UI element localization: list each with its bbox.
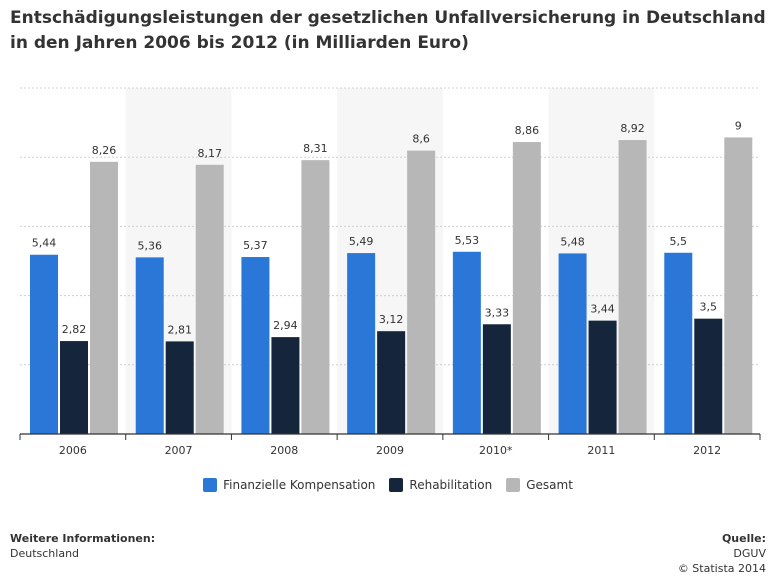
source-info: Quelle: DGUV © Statista 2014: [678, 531, 766, 576]
value-label-finanzielle-2008: 5,37: [243, 239, 268, 252]
value-label-finanzielle-2009: 5,49: [349, 235, 374, 248]
bar-gesamt-2010*: [513, 142, 541, 434]
x-tick-label-2007: 2007: [165, 444, 193, 457]
bar-rehabilitation-2009: [377, 331, 405, 434]
bar-gesamt-2008: [301, 160, 329, 434]
legend: Finanzielle Kompensation Rehabilitation …: [0, 478, 776, 492]
bar-finanzielle-2007: [136, 257, 164, 434]
legend-label-gesamt: Gesamt: [526, 478, 573, 492]
value-label-finanzielle-2011: 5,48: [560, 235, 585, 248]
bar-rehabilitation-2010*: [483, 324, 511, 434]
legend-swatch-rehabilitation: [389, 478, 403, 492]
value-label-finanzielle-2010*: 5,53: [455, 234, 480, 247]
bar-finanzielle-2012: [664, 253, 692, 434]
x-tick-label-2006: 2006: [59, 444, 87, 457]
legend-swatch-gesamt: [506, 478, 520, 492]
value-label-rehabilitation-2012: 3,5: [700, 301, 718, 314]
source-text[interactable]: DGUV: [678, 546, 766, 561]
value-label-gesamt-2006: 8,26: [92, 144, 117, 157]
bar-rehabilitation-2011: [589, 321, 617, 434]
bar-finanzielle-2008: [241, 257, 269, 434]
bar-gesamt-2006: [90, 162, 118, 434]
value-label-rehabilitation-2008: 2,94: [273, 319, 298, 332]
legend-label-finanzielle: Finanzielle Kompensation: [223, 478, 375, 492]
value-label-rehabilitation-2011: 3,44: [590, 303, 615, 316]
bar-finanzielle-2010*: [453, 252, 481, 434]
more-info: Weitere Informationen: Deutschland: [10, 531, 155, 561]
bar-rehabilitation-2007: [166, 341, 194, 434]
x-tick-label-2012: 2012: [693, 444, 721, 457]
value-label-rehabilitation-2006: 2,82: [62, 323, 87, 336]
x-tick-label-2010*: 2010*: [479, 444, 513, 457]
legend-item-gesamt[interactable]: Gesamt: [506, 478, 573, 492]
bar-gesamt-2011: [619, 140, 647, 434]
bar-gesamt-2009: [407, 151, 435, 434]
value-label-gesamt-2009: 8,6: [412, 133, 430, 146]
x-tick-label-2008: 2008: [270, 444, 298, 457]
value-label-rehabilitation-2007: 2,81: [167, 323, 192, 336]
value-label-rehabilitation-2009: 3,12: [379, 313, 404, 326]
value-label-finanzielle-2012: 5,5: [670, 235, 688, 248]
bar-finanzielle-2006: [30, 255, 58, 434]
bar-rehabilitation-2008: [271, 337, 299, 434]
more-info-heading[interactable]: Weitere Informationen:: [10, 531, 155, 546]
value-label-rehabilitation-2010*: 3,33: [485, 306, 510, 319]
bar-gesamt-2012: [724, 137, 752, 434]
x-tick-label-2011: 2011: [587, 444, 615, 457]
legend-item-rehabilitation[interactable]: Rehabilitation: [389, 478, 492, 492]
value-label-gesamt-2007: 8,17: [197, 147, 222, 160]
more-info-text: Deutschland: [10, 546, 155, 561]
value-label-finanzielle-2006: 5,44: [32, 237, 57, 250]
value-label-finanzielle-2007: 5,36: [137, 239, 162, 252]
value-label-gesamt-2008: 8,31: [303, 142, 328, 155]
x-tick-label-2009: 2009: [376, 444, 404, 457]
value-label-gesamt-2010*: 8,86: [515, 124, 540, 137]
bar-finanzielle-2009: [347, 253, 375, 434]
value-label-gesamt-2011: 8,92: [620, 122, 645, 135]
source-heading: Quelle:: [678, 531, 766, 546]
bar-chart: 5,44 5,36 5,37 5,49 5,53 5,48 5,5 2,82 2,81 2,94 3…: [0, 0, 776, 581]
copyright-text[interactable]: © Statista 2014: [678, 561, 766, 576]
legend-swatch-finanzielle: [203, 478, 217, 492]
legend-label-rehabilitation: Rehabilitation: [409, 478, 492, 492]
bar-rehabilitation-2006: [60, 341, 88, 434]
bar-rehabilitation-2012: [694, 319, 722, 434]
bar-finanzielle-2011: [559, 253, 587, 434]
bar-gesamt-2007: [196, 165, 224, 434]
value-label-gesamt-2012: 9: [735, 119, 742, 132]
legend-item-finanzielle[interactable]: Finanzielle Kompensation: [203, 478, 375, 492]
